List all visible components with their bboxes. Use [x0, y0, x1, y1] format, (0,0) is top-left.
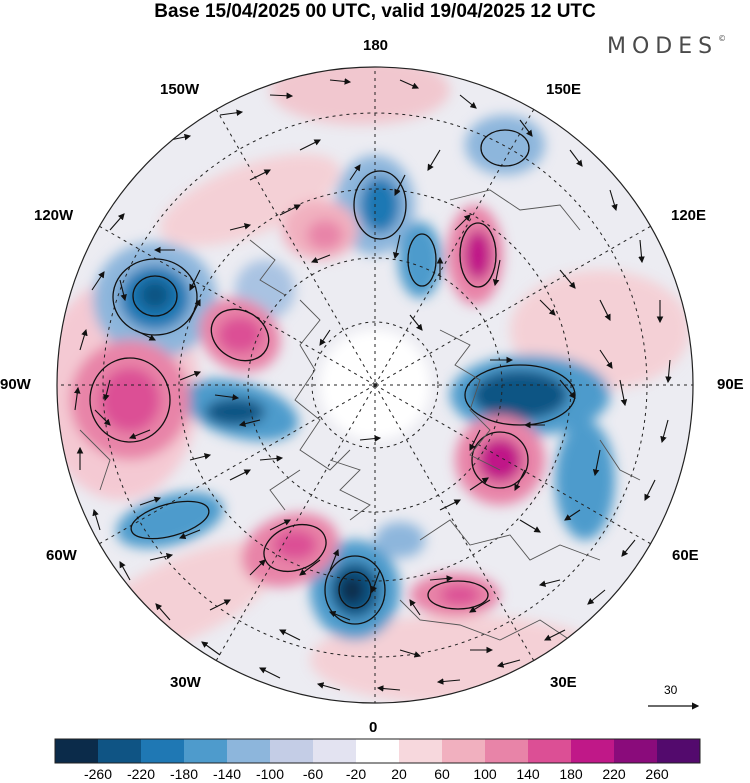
lon-label-30e: 30E: [550, 674, 577, 691]
colorbar-tick: 260: [645, 766, 669, 782]
colorbar-tick: 180: [559, 766, 583, 782]
lon-label-180: 180: [363, 37, 389, 54]
lon-label-120w: 120W: [34, 207, 74, 224]
lon-label-90e: 90E: [717, 376, 744, 393]
coastlines: [79, 189, 641, 641]
colorbar-tick: -140: [212, 766, 242, 782]
colorbar-tick: -60: [302, 766, 324, 782]
lon-label-60w: 60W: [46, 547, 77, 564]
lon-label-150e: 150E: [546, 81, 582, 98]
map-disc: [57, 67, 693, 703]
colorbar-tick: -20: [345, 766, 367, 782]
colorbar-tick: 140: [516, 766, 540, 782]
colorbar-tick: 60: [434, 766, 450, 782]
modes-logo: MODES©: [607, 34, 727, 59]
colorbar-tick: -100: [255, 766, 285, 782]
lon-label-30w: 30W: [170, 674, 201, 691]
lon-label-120e: 120E: [671, 207, 707, 224]
lon-label-90w: 90W: [0, 376, 31, 393]
lon-label-60e: 60E: [672, 547, 699, 564]
lon-label-0: 0: [369, 719, 378, 736]
colorbar-tick: -260: [83, 766, 113, 782]
graticule: [57, 67, 693, 703]
colorbar: [54, 738, 701, 764]
colorbar-tick: 20: [391, 766, 407, 782]
colorbar-tick: 220: [602, 766, 626, 782]
lon-label-150w: 150W: [160, 81, 200, 98]
colorbar-tick: -220: [126, 766, 156, 782]
map-border: [56, 66, 694, 704]
wind-vectors: [73, 78, 672, 692]
colorbar-tick: 100: [473, 766, 497, 782]
reference-vector-label: 30: [664, 683, 678, 697]
colorbar-tick: -180: [169, 766, 199, 782]
map-title: Base 15/04/2025 00 UTC, valid 19/04/2025…: [154, 1, 596, 22]
